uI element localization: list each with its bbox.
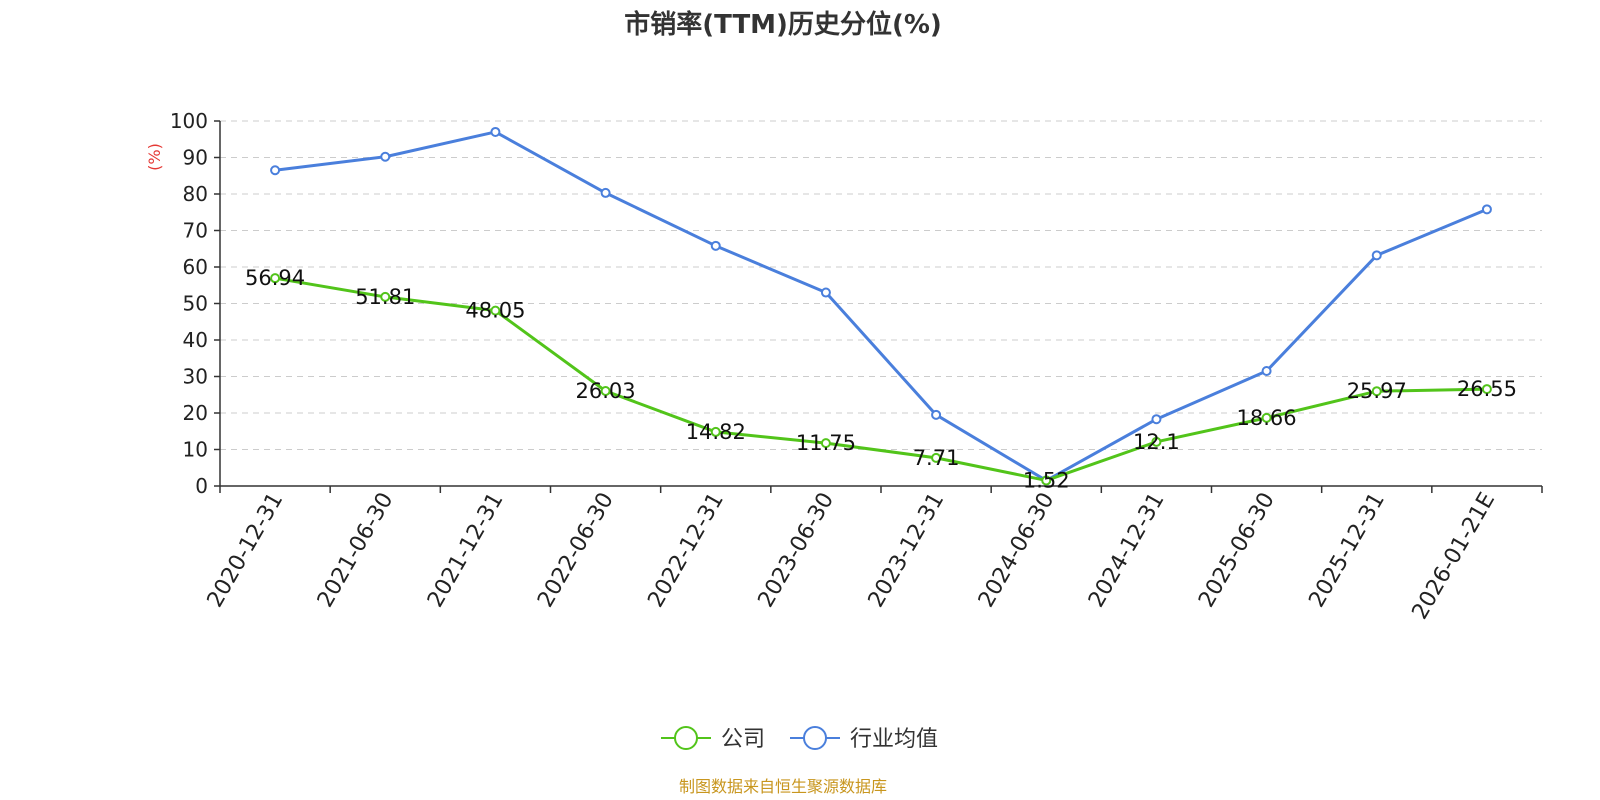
data-point [380, 151, 391, 162]
x-tick-label: 2026-01-21E [1408, 489, 1501, 624]
data-label: 14.82 [686, 420, 746, 444]
chart-title: 市销率(TTM)历史分位(%) [624, 9, 942, 40]
data-label: 26.03 [576, 379, 636, 403]
data-label: 56.94 [245, 266, 305, 290]
data-point [1371, 250, 1382, 261]
data-point [270, 165, 281, 176]
data-label: 48.05 [465, 299, 525, 323]
data-point [931, 452, 942, 463]
y-tick-label: 80 [183, 182, 208, 206]
data-point [1371, 386, 1382, 397]
data-point [270, 273, 281, 284]
legend-label: 公司 [721, 727, 765, 752]
data-label: 12.1 [1133, 430, 1180, 454]
legend-marker-icon [803, 726, 827, 750]
data-point [1261, 412, 1272, 423]
source-note: 制图数据来自恒生聚源数据库 [679, 777, 887, 796]
x-tick-label: 2025-12-31 [1304, 489, 1390, 612]
y-axis-ticks: 0 10 20 30 40 50 60 70 80 90 100 [170, 109, 220, 498]
data-labels: 56.94 51.81 48.05 26.03 14.82 11.75 7.71 1.52 12… [245, 266, 1517, 492]
data-point [820, 438, 831, 449]
x-tick-label: 2021-06-30 [313, 489, 399, 612]
data-point [820, 287, 831, 298]
legend[interactable]: 公司 行业均值 [661, 726, 938, 752]
legend-marker-icon [674, 726, 698, 750]
data-label: 25.97 [1347, 379, 1407, 403]
gridlines [220, 120, 1542, 450]
series-line-company [274, 276, 1487, 482]
data-label: 18.66 [1237, 406, 1297, 430]
x-tick-label: 2025-06-30 [1194, 489, 1280, 612]
y-tick-label: 70 [183, 219, 208, 243]
x-tick-label: 2024-12-31 [1084, 489, 1170, 612]
y-tick-label: 90 [183, 146, 208, 170]
series-layer [270, 126, 1492, 486]
data-label: 1.52 [1023, 468, 1070, 492]
y-tick-label: 20 [183, 401, 208, 425]
y-tick-label: 40 [183, 328, 208, 352]
data-point [600, 187, 611, 198]
legend-label: 行业均值 [850, 727, 938, 752]
data-point [710, 240, 721, 251]
x-tick-label: 2022-06-30 [533, 489, 619, 612]
data-point [931, 409, 942, 420]
data-point [1481, 384, 1492, 395]
data-point [1151, 414, 1162, 425]
x-tick-label: 2022-12-31 [643, 489, 729, 612]
x-tick-label: 2023-12-31 [864, 489, 950, 612]
data-point [1261, 366, 1272, 377]
data-point [490, 305, 501, 316]
data-point [490, 126, 501, 137]
x-tick-label: 2024-06-30 [974, 489, 1060, 612]
legend-item-industry-average[interactable]: 行业均值 [790, 726, 938, 752]
data-label: 26.55 [1457, 377, 1517, 401]
series-line-industry-average [274, 130, 1488, 483]
x-axis-ticks: 2020-12-31 2021-06-30 2021-12-31 2022-06-30… [203, 486, 1543, 624]
x-tick-label: 2020-12-31 [203, 489, 289, 612]
y-tick-label: 100 [170, 109, 208, 133]
data-point [600, 385, 611, 396]
data-point [710, 426, 721, 437]
y-tick-label: 50 [183, 292, 208, 316]
legend-item-company[interactable]: 公司 [661, 726, 765, 752]
x-tick-label: 2021-12-31 [423, 489, 509, 612]
y-axis-unit-label: (%) [145, 143, 164, 171]
data-label: 11.75 [796, 431, 856, 455]
y-tick-label: 10 [183, 438, 208, 462]
data-label: 51.81 [355, 285, 415, 309]
y-tick-label: 30 [183, 365, 208, 389]
y-tick-label: 60 [183, 255, 208, 279]
data-point [380, 291, 391, 302]
y-tick-label: 0 [195, 474, 208, 498]
data-point [1041, 475, 1052, 486]
data-point [1481, 204, 1492, 215]
data-point [1151, 436, 1162, 447]
data-label: 7.71 [913, 446, 960, 470]
x-tick-label: 2023-06-30 [754, 489, 840, 612]
